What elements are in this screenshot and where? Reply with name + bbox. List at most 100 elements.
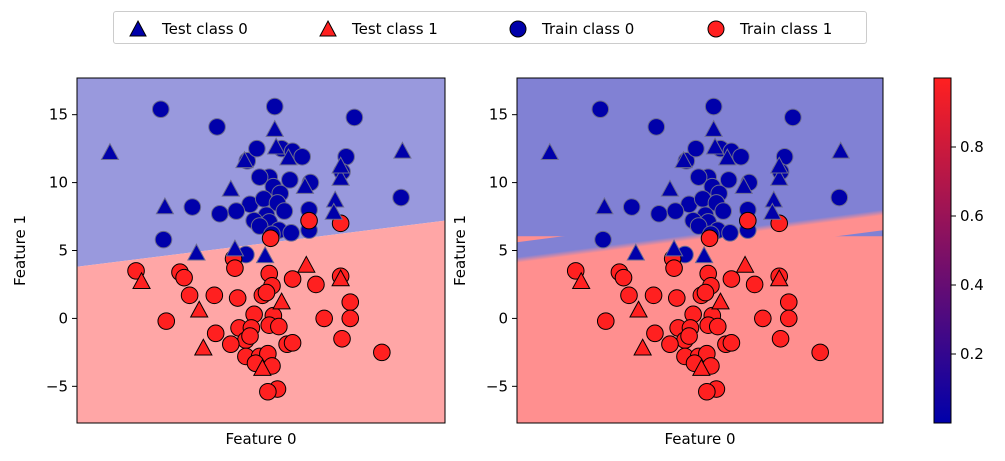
train-class-0-point [704,97,723,116]
train-class-0-point [721,224,739,242]
y-tick-label: 5 [58,242,68,260]
test-class-0-point [734,176,754,194]
train-class-1-point [811,343,829,362]
legend-item-test-class-0: Test class 0 [128,12,248,45]
colorbar-tick-label: 0.2 [960,345,984,363]
test-class-0-point [595,196,614,215]
train-class-0-point [689,168,708,186]
train-class-1-point [738,211,757,230]
test-class-1-point [252,358,272,376]
train-class-1-point [226,259,244,277]
test-class-0-point [664,239,684,257]
colorbar-scale [933,77,952,424]
left-panel: −5 0 5 10 15 Feature 0 Feature 1 [11,77,446,448]
train-class-1-point [779,293,798,311]
y-tick-label: 0 [58,309,68,327]
test-class-0-point [831,141,851,159]
train-class-0-point [647,118,666,136]
test-class-1-point [629,300,648,318]
train-class-1-point [341,293,360,311]
class-1-region [77,220,445,423]
train-class-0-point [392,188,410,207]
legend-item-train-class-0: Train class 0 [508,12,634,45]
x-axis-label: Feature 0 [226,430,297,448]
test-class-0-point [694,245,714,264]
legend: Test class 0 Test class 1 Train class 0 … [113,11,867,44]
test-class-0-point [331,156,351,174]
colorbar-tick-label: 0.6 [960,207,984,225]
triangle-marker-icon [129,19,147,36]
train-class-0-point [183,198,202,216]
train-class-1-point [157,312,176,330]
y-axis-label: Feature 1 [451,215,469,286]
legend-item-test-class-1: Test class 1 [318,12,438,45]
train-class-0-point [208,118,226,136]
train-class-1-point [180,286,199,305]
x-axis-label: Feature 0 [665,430,736,448]
train-class-1-point [373,343,391,362]
train-class-0-point [151,100,170,119]
y-tick-label: −5 [46,377,68,395]
train-class-0-point [687,139,705,158]
train-class-1-point [680,327,698,345]
train-class-0-point [732,147,750,166]
test-class-1-point [331,268,351,287]
train-class-1-point [667,289,686,307]
test-class-0-point [266,137,286,155]
test-class-1-point [193,338,213,356]
train-class-0-point [689,217,708,235]
test-class-1-point [633,338,653,356]
train-class-1-point [596,312,615,330]
train-class-0-point [714,202,733,220]
test-class-0-point [704,119,724,137]
test-class-0-point [674,150,694,169]
train-class-0-point [282,224,301,242]
y-tick-label: 15 [49,106,68,124]
test-class-0-point [769,156,789,174]
circle-marker-icon [707,20,725,37]
train-class-0-point [591,100,610,119]
train-class-1-point [270,317,288,336]
train-class-1-point [745,275,764,294]
test-class-0-point [705,137,725,155]
test-class-0-point [324,202,344,220]
train-class-1-point [259,382,277,401]
train-class-0-point [622,198,641,216]
y-axis-label: Feature 1 [11,215,29,286]
train-class-1-point [206,324,225,343]
data-points [540,97,851,401]
test-class-0-point [155,196,175,215]
test-class-0-point [279,148,298,166]
colorbar-tick-label: 0.4 [960,276,984,294]
train-class-1-point [661,335,679,354]
y-tick-label: 10 [49,174,68,192]
train-class-1-point [708,317,727,336]
colorbar: 0.2 0.4 0.6 0.8 [933,77,984,424]
train-class-0-point [281,171,299,189]
test-class-0-point [540,142,560,160]
train-class-0-point [248,139,266,158]
train-class-1-point [722,334,741,352]
train-class-0-point [345,108,364,127]
test-class-0-point [393,141,412,159]
train-class-1-point [614,268,633,287]
train-class-1-point [341,309,360,328]
soft-boundary [517,188,883,284]
train-class-0-point [650,205,668,223]
test-class-0-point [295,176,315,194]
test-class-0-point [100,142,120,160]
test-class-0-point [235,150,254,169]
train-class-1-point [241,327,259,345]
test-class-0-point [660,179,680,197]
y-tick-label: 0 [498,309,508,327]
train-class-0-point [719,171,738,189]
right-panel: −5 0 5 10 15 Feature 0 Feature 1 [451,77,884,448]
train-class-1-point [698,382,716,401]
test-class-0-point [221,179,241,197]
test-class-0-point [225,239,245,257]
train-class-1-point [221,335,240,354]
colorbar-tick-label: 0.8 [960,138,984,156]
train-class-0-point [594,230,612,249]
test-class-0-point [762,202,782,220]
train-class-0-point [830,188,849,207]
